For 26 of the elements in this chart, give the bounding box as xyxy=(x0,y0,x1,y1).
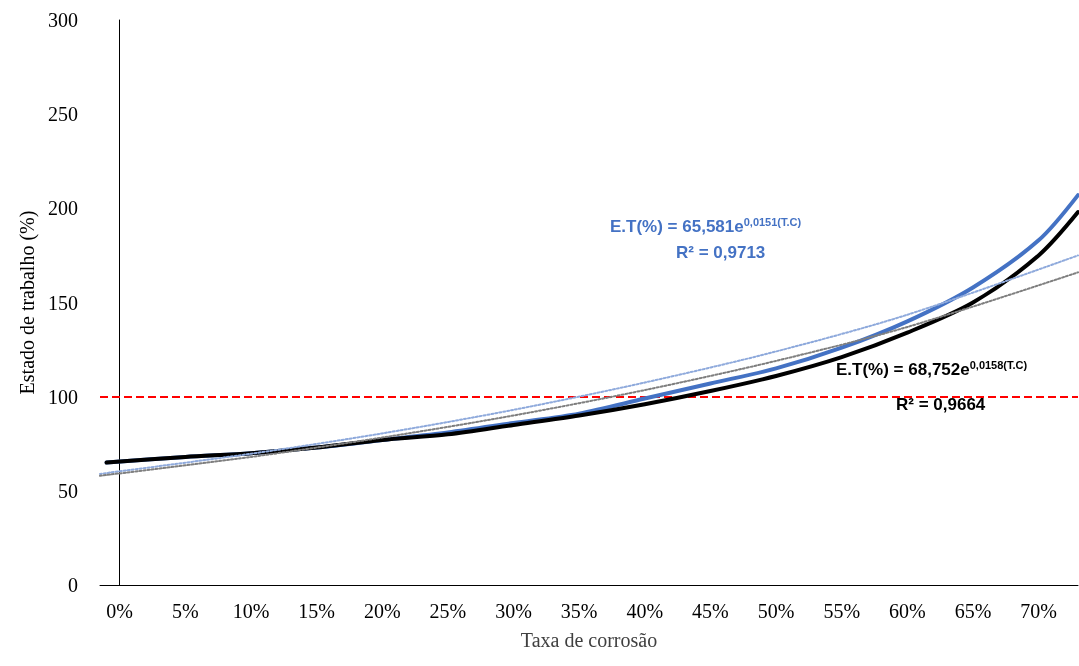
y-tick-label: 200 xyxy=(48,197,78,220)
x-tick-label: 0% xyxy=(106,600,134,622)
x-tick-label: 5% xyxy=(171,600,199,622)
x-tick-label: 15% xyxy=(298,600,335,622)
y-tick-label: 150 xyxy=(48,291,78,314)
x-tick-label: 70% xyxy=(1020,600,1057,622)
x-tick-label: 45% xyxy=(692,600,729,622)
y-axis-title: Estado de trabalho (%) xyxy=(16,210,40,395)
y-tick-label: 300 xyxy=(48,9,78,31)
annotation: R² = 0,9713 xyxy=(676,243,766,262)
y-tick-label: 100 xyxy=(48,385,78,408)
y-tick-label: 50 xyxy=(58,479,78,502)
annotation: R² = 0,9664 xyxy=(896,395,986,414)
x-tick-label: 10% xyxy=(232,600,270,622)
x-tick-label: 20% xyxy=(363,600,401,622)
x-tick-label: 25% xyxy=(429,600,467,622)
x-tick-label: 55% xyxy=(823,600,861,622)
x-tick-label: 35% xyxy=(560,600,598,622)
y-tick-label: 250 xyxy=(48,103,78,126)
x-tick-label: 50% xyxy=(757,600,795,622)
x-tick-label: 65% xyxy=(954,600,992,622)
y-tick-label: 0 xyxy=(68,574,78,596)
x-tick-label: 40% xyxy=(626,600,664,622)
x-axis-title: Taxa de corrosão xyxy=(520,629,658,651)
x-tick-label: 60% xyxy=(889,600,926,622)
x-tick-label: 30% xyxy=(495,600,532,622)
